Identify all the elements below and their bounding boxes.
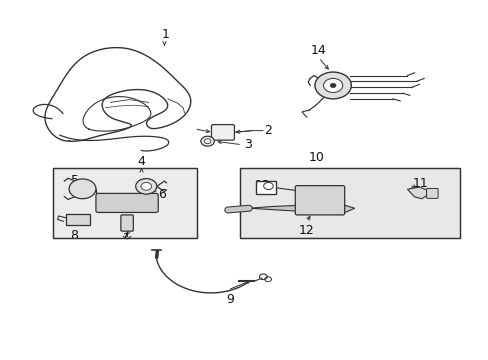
Text: 5: 5 xyxy=(71,174,79,187)
Bar xyxy=(239,168,459,238)
FancyBboxPatch shape xyxy=(96,193,158,212)
Circle shape xyxy=(329,83,335,87)
Polygon shape xyxy=(407,187,427,199)
Text: 6: 6 xyxy=(158,188,166,201)
Text: 12: 12 xyxy=(298,224,314,237)
Circle shape xyxy=(69,179,96,199)
Bar xyxy=(239,168,459,238)
Text: 14: 14 xyxy=(310,44,326,57)
FancyBboxPatch shape xyxy=(295,186,344,215)
FancyBboxPatch shape xyxy=(211,125,234,140)
Bar xyxy=(53,168,196,238)
Circle shape xyxy=(314,72,351,99)
Text: 4: 4 xyxy=(137,155,145,168)
Circle shape xyxy=(141,183,151,190)
Text: 9: 9 xyxy=(226,293,234,306)
Bar xyxy=(65,214,89,225)
Text: 2: 2 xyxy=(263,124,271,137)
FancyBboxPatch shape xyxy=(426,189,437,198)
FancyBboxPatch shape xyxy=(121,215,133,231)
Text: 1: 1 xyxy=(161,28,169,41)
Text: 13: 13 xyxy=(255,179,270,192)
Bar xyxy=(256,181,275,194)
Text: 7: 7 xyxy=(122,229,129,242)
Text: 8: 8 xyxy=(70,229,78,242)
Text: 10: 10 xyxy=(308,151,324,164)
Polygon shape xyxy=(249,205,354,213)
Text: 11: 11 xyxy=(411,177,427,190)
Bar xyxy=(53,168,196,238)
Text: 3: 3 xyxy=(244,138,252,151)
Circle shape xyxy=(323,78,342,93)
Circle shape xyxy=(201,136,214,146)
Circle shape xyxy=(136,179,157,194)
